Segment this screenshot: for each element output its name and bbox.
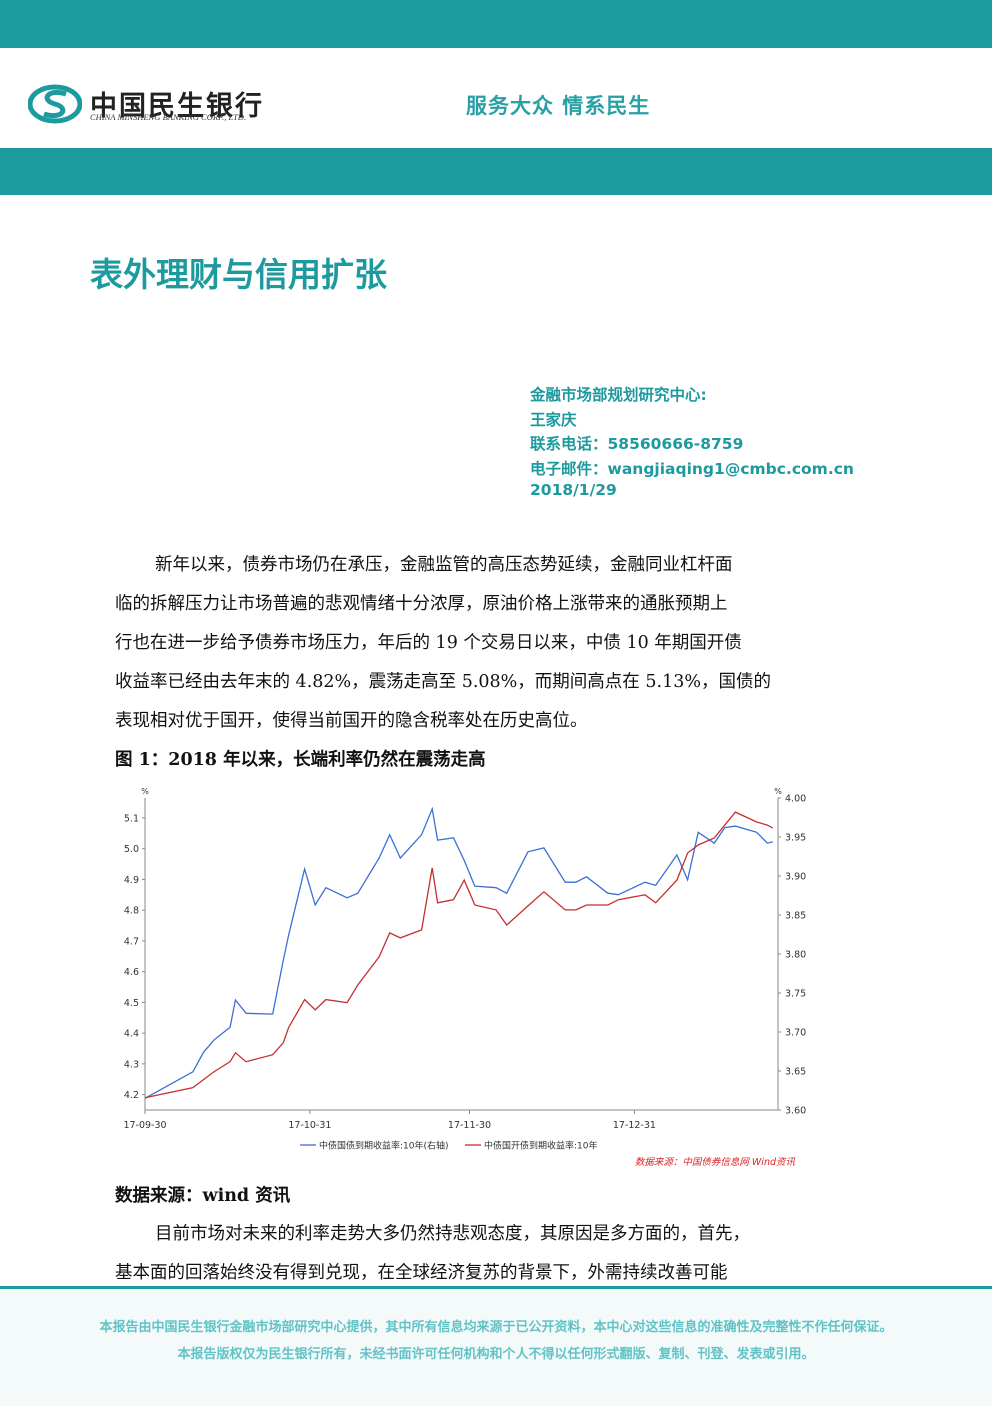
y2-tick-label: 3.90 <box>785 872 806 883</box>
logo-icon <box>28 84 82 124</box>
bank-name: 中国民生银行 <box>90 91 264 122</box>
x-tick-label: 17-12-31 <box>613 1120 656 1131</box>
series-line <box>144 806 773 1099</box>
text-line: 行也在进一步给予债券市场压力，年后的 19 个交易日以来，中债 10 年期国开债 <box>115 633 742 653</box>
y-unit: % <box>141 787 149 796</box>
text-line: 表现相对优于国开，使得当前国开的隐含税率处在历史高位。 <box>115 711 588 731</box>
y2-tick-label: 3.70 <box>785 1028 806 1039</box>
legend-label: 中债国债到期收益率:10年(右轴) <box>319 1140 449 1152</box>
y-tick-label: 5.0 <box>124 844 139 855</box>
series-line <box>144 811 774 1099</box>
y2-tick-label: 3.95 <box>785 833 806 844</box>
y-tick-label: 4.7 <box>124 936 139 947</box>
text-line: 目前市场对未来的利率走势大多仍然持悲观态度，其原因是多方面的，首先， <box>155 1224 750 1244</box>
text-line: 基本面的回落始终没有得到兑现，在全球经济复苏的背景下，外需持续改善可能 <box>115 1263 728 1283</box>
y-tick-label: 4.5 <box>124 998 139 1009</box>
figure-source: 数据来源：wind 资讯 <box>115 1186 291 1206</box>
slogan: 服务大众 情系民生 <box>466 94 651 118</box>
y-tick-label: 4.2 <box>124 1090 139 1101</box>
author-line: 金融市场部规划研究中心: <box>530 386 707 404</box>
y2-tick-label: 4.00 <box>785 794 806 805</box>
footer <box>0 1286 992 1406</box>
y2-tick-label: 3.85 <box>785 911 806 922</box>
y-tick-label: 4.4 <box>124 1029 139 1040</box>
y-tick-label: 4.3 <box>124 1059 139 1070</box>
author-line: 王家庆 <box>530 410 577 429</box>
x-tick-label: 17-10-31 <box>288 1120 331 1131</box>
y2-tick-label: 3.60 <box>785 1106 806 1117</box>
figure-caption: 图 1：2018 年以来，长端利率仍然在震荡走高 <box>115 750 486 770</box>
y-tick-label: 4.8 <box>124 906 139 917</box>
y2-tick-label: 3.75 <box>785 989 806 1000</box>
chart-source: 数据来源：中国债券信息网 Wind资讯 <box>635 1156 796 1168</box>
x-tick-label: 17-09-30 <box>123 1120 166 1131</box>
y-tick-label: 5.1 <box>124 813 139 824</box>
footer-line: 本报告由中国民生银行金融市场部研究中心提供，其中所有信息均来源于已公开资料，本中… <box>99 1320 893 1335</box>
bank-name-en: CHINA MINSHENG BANKING CORP., LTD. <box>90 112 247 122</box>
author-line: 联系电话：58560666-8759 <box>530 435 744 453</box>
doc-title: 表外理财与信用扩张 <box>90 255 387 294</box>
y2-tick-label: 3.80 <box>785 950 806 961</box>
header-band <box>0 148 992 195</box>
header-band <box>0 0 992 48</box>
y-tick-label: 4.6 <box>124 967 139 978</box>
author-line: 2018/1/29 <box>530 481 617 499</box>
footer-line: 本报告版权仅为民生银行所有，未经书面许可任何机构和个人不得以任何形式翻版、复制、… <box>177 1347 815 1362</box>
text-line: 新年以来，债券市场仍在承压，金融监管的高压态势延续，金融同业杠杆面 <box>155 555 733 575</box>
x-tick-label: 17-11-30 <box>448 1120 491 1131</box>
y2-tick-label: 3.65 <box>785 1067 806 1078</box>
y2-unit: % <box>774 787 782 796</box>
text-line: 收益率已经由去年末的 4.82%，震荡走高至 5.08%，而期间高点在 5.13… <box>115 672 771 692</box>
author-line: 电子邮件：wangjiaqing1@cmbc.com.cn <box>530 459 854 478</box>
legend-label: 中债国开债到期收益率:10年 <box>484 1140 598 1152</box>
text-line: 临的拆解压力让市场普遍的悲观情绪十分浓厚，原油价格上涨带来的通胀预期上 <box>115 594 728 614</box>
chart: % % 数据来源：中国债券信息网 Wind资讯 4.2 4.3 4.4 4.5 4.6 4… <box>123 787 806 1168</box>
y-tick-label: 4.9 <box>124 875 139 886</box>
